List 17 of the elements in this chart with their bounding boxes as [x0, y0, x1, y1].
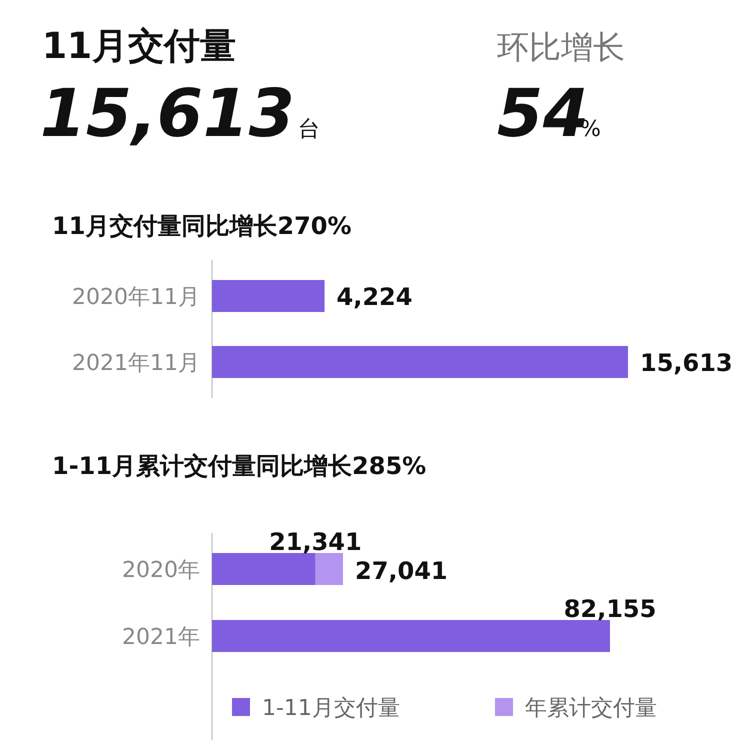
text: 11月交付量 — [42, 26, 236, 67]
data-label: 82,155 — [564, 595, 656, 623]
y-tick-label: 2020年 — [122, 558, 200, 583]
data-label: 4,224 — [336, 283, 412, 311]
y-tick-label: 2020年11月 — [72, 285, 200, 310]
chart-title: 11月交付量同比增长270% — [52, 212, 352, 240]
y-tick-label: 2021年11月 — [72, 351, 200, 376]
data-label: 21,341 — [269, 528, 362, 556]
text: 环比增长 — [497, 28, 625, 66]
text: 15,613 — [40, 75, 295, 152]
legend-label: 年累计交付量 — [525, 696, 657, 721]
text: 台 — [298, 117, 320, 142]
chart-title: 1-11月累计交付量同比增长285% — [52, 452, 426, 480]
total-label: 27,041 — [355, 557, 448, 585]
y-tick-label: 2021年 — [122, 625, 200, 650]
legend-label: 1-11月交付量 — [262, 696, 400, 721]
data-label: 15,613 — [640, 349, 733, 377]
